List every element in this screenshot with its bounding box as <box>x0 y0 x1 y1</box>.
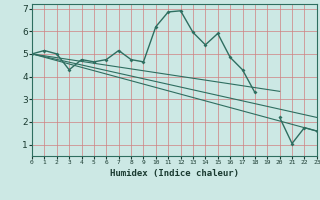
X-axis label: Humidex (Indice chaleur): Humidex (Indice chaleur) <box>110 169 239 178</box>
